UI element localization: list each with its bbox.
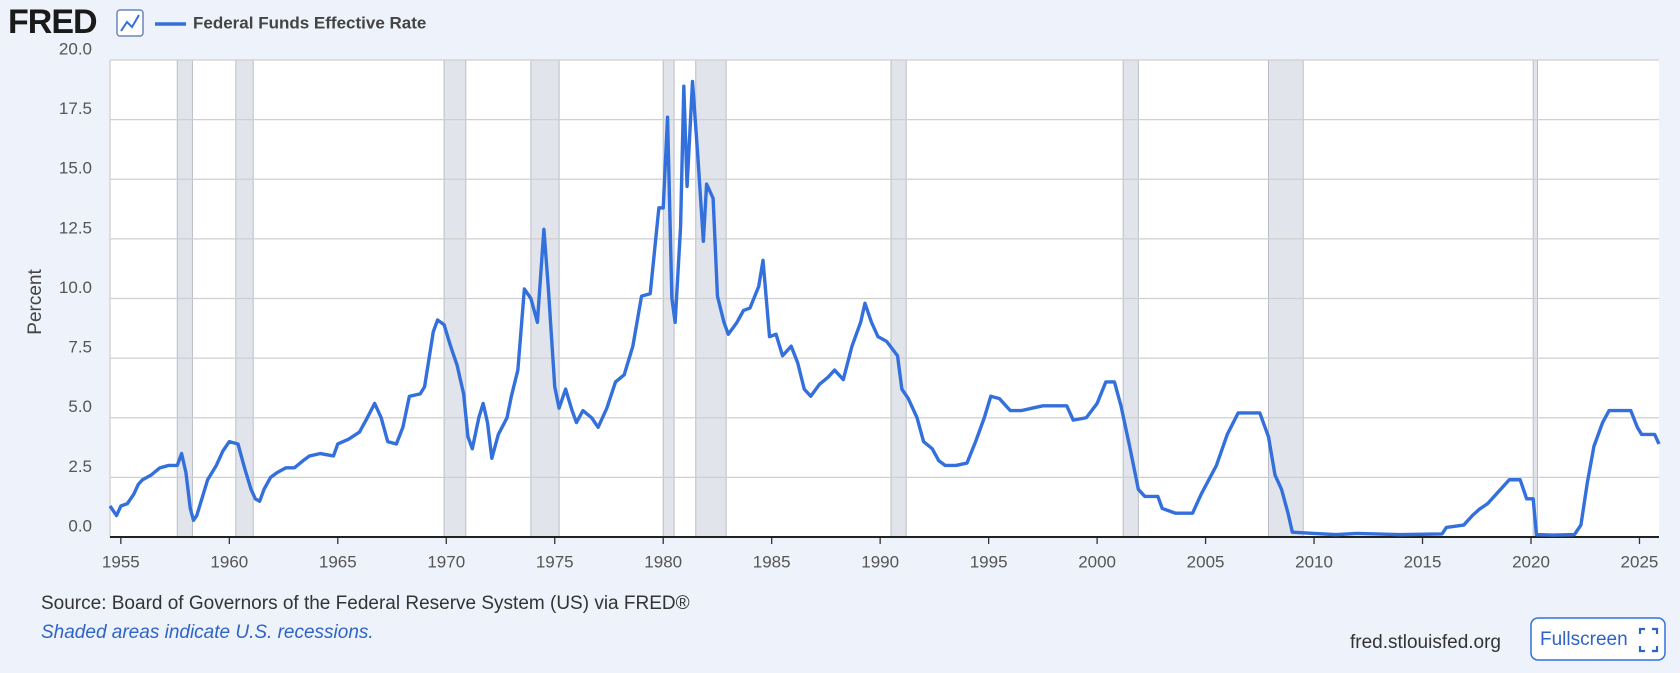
y-tick-label: 10.0 — [59, 278, 92, 297]
y-tick-label: 7.5 — [68, 338, 92, 357]
logo: FRED — [8, 3, 97, 41]
fullscreen-button[interactable]: Fullscreen — [1530, 617, 1666, 661]
logo-icon-line — [120, 14, 140, 32]
x-tick-label: 1965 — [319, 552, 357, 571]
site-url: fred.stlouisfed.org — [1350, 632, 1501, 653]
x-tick-label: 2025 — [1621, 552, 1659, 571]
x-tick-label: 1960 — [210, 552, 248, 571]
legend-label: Federal Funds Effective Rate — [193, 13, 426, 32]
x-tick-label: 2000 — [1078, 552, 1116, 571]
y-tick-label: 17.5 — [59, 99, 92, 118]
y-tick-label: 2.5 — [68, 457, 92, 476]
x-tick-label: 2005 — [1187, 552, 1225, 571]
y-tick-label: 0.0 — [68, 516, 92, 535]
x-tick-label: 1970 — [427, 552, 465, 571]
y-tick-label: 20.0 — [59, 39, 92, 58]
source: Source: Board of Governors of the Federa… — [41, 593, 690, 614]
button-box[interactable] — [1530, 617, 1666, 661]
y-tick-label: 12.5 — [59, 218, 92, 237]
data-line — [108, 79, 1661, 537]
x-tick-label: 1995 — [970, 552, 1008, 571]
x-tick-label: 2015 — [1404, 552, 1442, 571]
legend: Federal Funds Effective Rate — [155, 13, 426, 32]
x-tick-label: 1985 — [753, 552, 791, 571]
logo-icon — [116, 9, 144, 37]
y-tick-label: 15.0 — [59, 159, 92, 178]
note: Shaded areas indicate U.S. recessions. — [41, 622, 374, 643]
button-icon[interactable] — [1638, 627, 1659, 653]
plot: 0.0 2.5 5.0 7.5 10.0 12.5 15.0 17.5 20.0 1955 1960… — [59, 39, 1661, 571]
x-tick-label: 1980 — [644, 552, 682, 571]
y-tick-label: 5.0 — [68, 397, 92, 416]
x-tick-label: 1975 — [536, 552, 574, 571]
y-axis-label: Percent — [25, 269, 46, 335]
x-tick-label: 1955 — [102, 552, 140, 571]
x-tick-label: 2020 — [1512, 552, 1550, 571]
button-label[interactable]: Fullscreen — [1540, 629, 1628, 650]
x-tick-label: 2010 — [1295, 552, 1333, 571]
x-tick-label: 1990 — [861, 552, 899, 571]
